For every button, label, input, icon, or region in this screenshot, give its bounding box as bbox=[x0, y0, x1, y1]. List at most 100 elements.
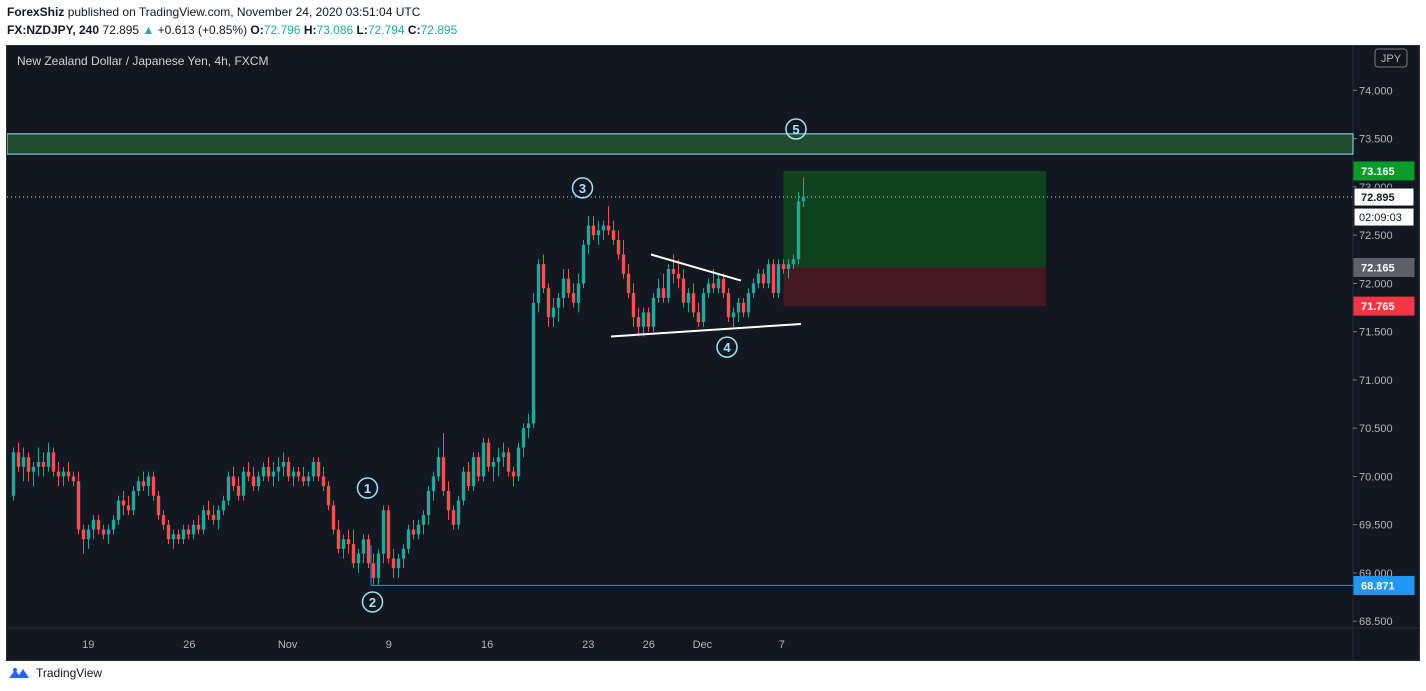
candle-body bbox=[181, 529, 186, 540]
triangle-upper-line bbox=[650, 253, 742, 282]
y-tick-label: 72.500 bbox=[1359, 230, 1393, 242]
candle-body bbox=[401, 548, 406, 559]
x-tick-label: 7 bbox=[779, 639, 785, 651]
candle-body bbox=[686, 293, 691, 303]
chart-panel[interactable]: 68.500 69.000 69.500 70.000 70.500 71.000 71.5… bbox=[6, 45, 1420, 661]
wave-label-circle bbox=[716, 336, 738, 358]
high-label: H: bbox=[303, 23, 317, 37]
candle-body bbox=[691, 293, 696, 313]
candle-body bbox=[356, 553, 361, 564]
candle-body bbox=[371, 563, 376, 578]
wave-label-circle bbox=[356, 477, 379, 499]
entry-badge: 72.165 bbox=[1361, 263, 1395, 275]
candle-body bbox=[796, 201, 801, 260]
candle-body bbox=[66, 471, 71, 477]
x-tick-label: 16 bbox=[481, 639, 493, 651]
currency-badge-bg bbox=[1374, 48, 1408, 68]
candle-body bbox=[321, 476, 326, 487]
candle-body bbox=[646, 312, 651, 327]
candle-body bbox=[226, 476, 231, 501]
candle-body bbox=[266, 466, 271, 477]
candle-body bbox=[331, 505, 336, 530]
x-tick-label: 23 bbox=[582, 639, 594, 651]
open-value: 72.796 bbox=[263, 23, 301, 37]
candle-body bbox=[46, 452, 51, 467]
candle-body bbox=[681, 278, 686, 303]
candle-body bbox=[326, 486, 331, 506]
triangle-lower-line bbox=[610, 322, 802, 338]
publish-header: ForexShiz published on TradingView.com, … bbox=[7, 4, 420, 20]
close-label: C: bbox=[407, 23, 421, 37]
y-tick-label: 68.500 bbox=[1359, 616, 1393, 628]
candle-body bbox=[296, 471, 301, 477]
candle-body bbox=[286, 461, 291, 477]
high-value: 73.086 bbox=[316, 23, 354, 37]
candle-body bbox=[431, 476, 436, 491]
tradingview-logo-icon[interactable] bbox=[8, 666, 30, 680]
candle-body bbox=[301, 476, 306, 482]
x-tick-label: 26 bbox=[183, 639, 195, 651]
candle-body bbox=[211, 515, 216, 520]
candle-body bbox=[541, 264, 546, 289]
candle-body bbox=[636, 317, 641, 327]
candle-body bbox=[771, 264, 776, 294]
candle-body bbox=[696, 312, 701, 323]
candle-body bbox=[656, 288, 661, 298]
close-value: 72.895 bbox=[420, 23, 458, 37]
x-tick-label: 9 bbox=[386, 639, 392, 651]
candle-body bbox=[381, 510, 386, 554]
wave-label: 1 bbox=[364, 481, 371, 496]
last-price-badge-bg bbox=[1353, 187, 1415, 207]
candle-body bbox=[786, 264, 791, 269]
candle-body bbox=[676, 273, 681, 279]
candle-body bbox=[456, 500, 461, 525]
candle-body bbox=[111, 519, 116, 530]
candle-body bbox=[776, 264, 781, 294]
candle-body bbox=[651, 297, 656, 327]
candle-body bbox=[236, 486, 241, 496]
candle-body bbox=[191, 524, 196, 535]
candle-body bbox=[491, 461, 496, 467]
candle-body bbox=[516, 447, 521, 477]
candle-body bbox=[346, 539, 351, 545]
candle-body bbox=[121, 500, 126, 506]
candle-body bbox=[791, 259, 796, 265]
candle-body bbox=[596, 230, 601, 236]
tradingview-brand[interactable]: TradingView bbox=[36, 666, 103, 680]
candle-body bbox=[566, 278, 571, 294]
price-chart[interactable]: 68.50069.00069.50070.00070.50071.00071.5… bbox=[6, 46, 1419, 660]
candle-body bbox=[441, 457, 446, 491]
take-profit-badge: 73.165 bbox=[1361, 166, 1395, 178]
candle-body bbox=[76, 481, 81, 530]
candle-body bbox=[506, 452, 511, 472]
candle-body bbox=[561, 278, 566, 298]
entry-badge-bg bbox=[1353, 258, 1415, 278]
y-tick-label: 69.500 bbox=[1359, 520, 1393, 532]
low-value: 72.794 bbox=[367, 23, 405, 37]
candle-body bbox=[496, 457, 501, 462]
published-info: published on TradingView.com, November 2… bbox=[67, 5, 421, 19]
y-tick-label: 72.000 bbox=[1359, 278, 1393, 290]
candle-body bbox=[551, 307, 556, 318]
candle-body bbox=[756, 273, 761, 284]
author-name[interactable]: ForexShiz bbox=[7, 5, 65, 19]
x-tick-label: 26 bbox=[643, 639, 655, 651]
candle-body bbox=[726, 293, 731, 318]
candle-body bbox=[271, 471, 276, 477]
y-tick-label: 74.000 bbox=[1359, 85, 1393, 97]
ohlc-bar: FX:NZDJPY, 240 72.895 ▲ +0.613 (+0.85%) … bbox=[7, 22, 457, 38]
candle-body bbox=[141, 481, 146, 487]
candle-body bbox=[711, 283, 716, 289]
candle-body bbox=[276, 466, 281, 472]
candle-body bbox=[396, 558, 401, 569]
candle-body bbox=[206, 510, 211, 516]
candle-body bbox=[521, 428, 526, 448]
candle-body bbox=[631, 293, 636, 318]
price-change: +0.613 (+0.85%) bbox=[157, 23, 248, 37]
support-badge-bg bbox=[1353, 575, 1415, 595]
countdown-badge-bg bbox=[1353, 207, 1415, 227]
candle-body bbox=[531, 302, 536, 424]
candle-body bbox=[366, 539, 371, 564]
candle-body bbox=[601, 225, 606, 231]
candle-body bbox=[201, 510, 206, 530]
